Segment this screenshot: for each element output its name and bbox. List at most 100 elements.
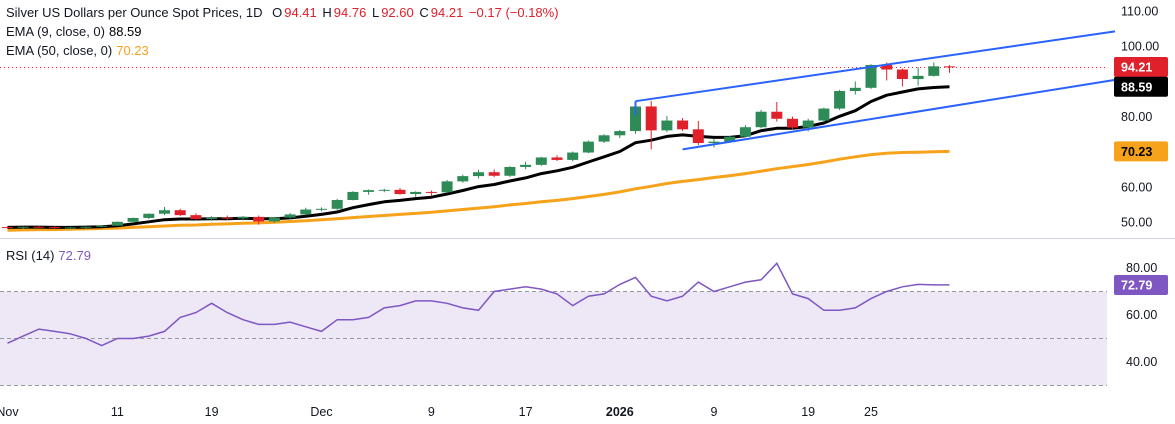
candle-body <box>520 164 532 167</box>
candle <box>504 166 516 177</box>
time-tick-label: 19 <box>801 405 815 419</box>
price-tags: 94.21 88.59 70.23 72.79 <box>1114 57 1168 295</box>
time-axis[interactable]: Nov 11 19 Dec 9 17 2026 9 19 25 <box>0 405 878 419</box>
candle <box>49 226 61 229</box>
candle <box>551 155 563 161</box>
candle-body <box>206 217 218 220</box>
candle <box>425 190 437 197</box>
candle <box>661 115 673 133</box>
candle <box>473 169 484 179</box>
candle <box>237 216 249 221</box>
candle-body <box>896 69 908 80</box>
price-tick-label: 100.00 <box>1121 40 1159 54</box>
candle-body <box>159 210 170 214</box>
rsi-value: 72.79 <box>58 248 91 263</box>
time-tick-label: 9 <box>428 405 435 419</box>
candle-body <box>912 75 924 80</box>
rsi-value-tag-bg <box>1114 274 1168 295</box>
close-label: C <box>419 5 429 20</box>
candle <box>535 156 547 166</box>
ema50-line <box>7 149 950 232</box>
candle-body <box>818 108 830 121</box>
candle-body <box>143 213 155 218</box>
rsi-legend[interactable]: RSI (14) 72.79 <box>6 248 91 264</box>
ema9-legend[interactable]: EMA (9, close, 0) 88.59 <box>6 24 142 40</box>
candle <box>755 109 767 129</box>
ema50-price-tag: 70.23 <box>1121 145 1152 159</box>
candle-body <box>630 106 641 132</box>
candle-body <box>928 66 940 76</box>
candle <box>394 188 406 195</box>
candle <box>174 208 186 216</box>
high-value: 94.76 <box>333 5 367 20</box>
time-tick-label: 9 <box>711 405 718 419</box>
candle <box>2 226 13 229</box>
candle-body <box>473 172 484 177</box>
candle-body <box>645 106 657 131</box>
candle <box>80 226 92 229</box>
candle-body <box>865 64 877 88</box>
change-value: −0.17 (−0.18%) <box>468 5 559 20</box>
candle <box>692 120 704 146</box>
candle <box>457 174 469 183</box>
ema9-line <box>7 85 950 229</box>
candle-body <box>488 172 500 176</box>
candle-body <box>755 111 767 128</box>
ema50-legend[interactable]: EMA (50, close, 0) 70.23 <box>6 43 149 59</box>
time-tick-label: 2026 <box>606 405 634 419</box>
candle <box>944 65 955 73</box>
candle <box>111 221 123 227</box>
price-tick-label: 50.00 <box>1121 216 1152 230</box>
main-legend: Silver US Dollars per Ounce Spot Prices,… <box>6 5 561 21</box>
candle <box>520 161 532 170</box>
candle-body <box>567 152 579 160</box>
rsi-axis[interactable]: 80.00 60.00 40.00 <box>1126 261 1157 369</box>
candle-body <box>64 227 76 229</box>
candle-body <box>347 191 359 201</box>
rsi-line <box>7 262 950 347</box>
candle <box>363 189 375 195</box>
time-tick-label: Dec <box>310 405 332 419</box>
candle-body <box>174 210 186 216</box>
candle-body <box>708 141 720 144</box>
candle-body <box>802 120 814 128</box>
candle <box>865 64 877 89</box>
candle <box>441 179 453 193</box>
candle-body <box>17 226 29 228</box>
candle-body <box>316 208 327 210</box>
candle-body <box>677 120 689 130</box>
candle <box>739 125 751 138</box>
candle <box>347 191 359 201</box>
candle-body <box>598 135 610 142</box>
channel-lower-line[interactable] <box>682 78 1116 151</box>
ema9-price-tag: 88.59 <box>1121 80 1152 94</box>
candle <box>284 213 296 219</box>
time-tick-label: 19 <box>205 405 219 419</box>
candle-body <box>692 129 704 144</box>
candle-body <box>363 190 375 192</box>
candle-body <box>2 227 13 229</box>
candle <box>17 226 29 229</box>
candle-body <box>457 176 469 182</box>
open-value: 94.41 <box>284 5 317 20</box>
candle <box>221 215 233 220</box>
candle-body <box>394 189 406 195</box>
candle <box>190 213 202 220</box>
candle <box>268 216 280 223</box>
candle-body <box>834 90 846 109</box>
candle-body <box>881 64 893 70</box>
candle-body <box>378 189 390 191</box>
candle-body <box>331 200 343 209</box>
candle <box>316 207 327 212</box>
candle-body <box>96 225 108 227</box>
candle-body <box>504 166 516 176</box>
candle-body <box>410 191 422 195</box>
symbol-title[interactable]: Silver US Dollars per Ounce Spot Prices,… <box>6 5 263 20</box>
time-tick-label: 25 <box>864 405 878 419</box>
candle-body <box>33 226 45 228</box>
candle <box>567 151 579 162</box>
candle <box>488 169 500 178</box>
channel-upper-line[interactable] <box>635 30 1116 103</box>
rsi-tick-label: 80.00 <box>1126 261 1157 275</box>
